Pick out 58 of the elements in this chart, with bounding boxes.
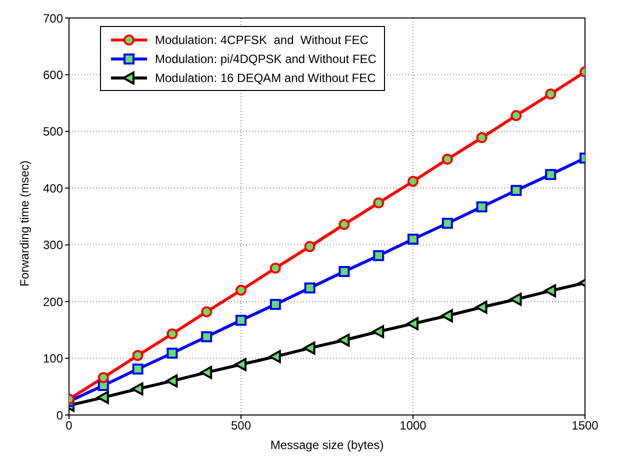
point	[96, 390, 109, 404]
y-tick-label: 500	[42, 124, 64, 139]
point	[510, 292, 522, 306]
point	[166, 328, 178, 340]
point	[303, 342, 316, 355]
point	[201, 306, 212, 318]
y-axis-title: Forwarding time (msec)	[17, 160, 32, 286]
point	[545, 169, 556, 180]
y-tick-label: 0	[56, 408, 64, 422]
point	[236, 314, 246, 326]
point	[98, 372, 109, 384]
point	[270, 262, 281, 274]
point	[510, 110, 522, 122]
y-tick-label: 600	[42, 68, 64, 82]
point	[510, 184, 522, 196]
point	[442, 154, 453, 165]
point	[338, 218, 350, 230]
point	[304, 282, 316, 294]
point	[476, 201, 488, 212]
point	[442, 218, 453, 229]
legend-label: Modulation: pi/4DQPSK and Without FEC	[155, 52, 376, 66]
point	[132, 364, 144, 375]
y-tick-label: 100	[42, 352, 64, 366]
point	[131, 382, 144, 396]
point	[440, 309, 453, 322]
point	[544, 284, 556, 298]
y-tick-label: 700	[42, 11, 64, 26]
point	[338, 266, 350, 278]
point	[132, 350, 144, 361]
point	[373, 250, 384, 262]
point	[372, 325, 384, 338]
point	[268, 350, 281, 364]
legend-label: Modulation: 4CPFSK and Without FEC	[155, 32, 368, 46]
point	[475, 300, 488, 314]
point	[236, 284, 246, 296]
y-tick-label: 400	[42, 181, 64, 196]
legend-label: Modulation: 16 DEQAM and Without FEC	[155, 70, 376, 84]
y-tick-label: 300	[42, 238, 64, 252]
point	[406, 317, 418, 330]
point	[304, 241, 316, 252]
point	[166, 348, 178, 359]
point	[373, 197, 384, 208]
x-tick-label: 1500	[572, 418, 599, 433]
x-tick-label: 500	[230, 418, 252, 433]
x-axis-title: Message size (bytes)	[270, 438, 384, 452]
point	[166, 374, 178, 388]
x-tick-label: 1000	[400, 418, 427, 433]
point	[408, 234, 418, 245]
point	[545, 88, 556, 100]
y-tick-label: 200	[42, 294, 64, 309]
point	[338, 334, 350, 347]
point	[234, 358, 246, 372]
point	[270, 298, 281, 310]
point	[201, 331, 212, 342]
point	[408, 176, 418, 187]
point	[200, 366, 212, 379]
x-tick-label: 0	[66, 418, 73, 433]
point	[476, 132, 488, 144]
